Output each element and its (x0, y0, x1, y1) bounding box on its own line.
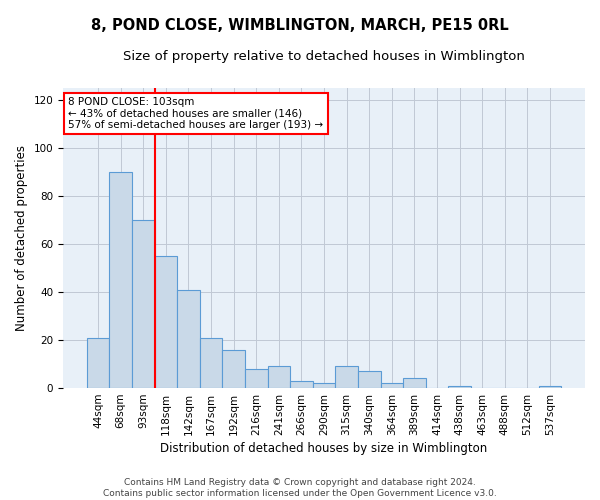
Text: Contains HM Land Registry data © Crown copyright and database right 2024.
Contai: Contains HM Land Registry data © Crown c… (103, 478, 497, 498)
Text: 8, POND CLOSE, WIMBLINGTON, MARCH, PE15 0RL: 8, POND CLOSE, WIMBLINGTON, MARCH, PE15 … (91, 18, 509, 32)
Bar (200, 338, 223, 388)
Bar (132, 220, 155, 388)
Bar (313, 384, 335, 388)
X-axis label: Distribution of detached houses by size in Wimblington: Distribution of detached houses by size … (160, 442, 488, 455)
Bar (268, 366, 290, 388)
Bar (109, 172, 132, 388)
Bar (223, 350, 245, 388)
Bar (177, 290, 200, 388)
Bar (155, 256, 177, 388)
Bar (245, 369, 268, 388)
Y-axis label: Number of detached properties: Number of detached properties (15, 145, 28, 331)
Bar (403, 378, 425, 388)
Bar (290, 381, 313, 388)
Bar (539, 386, 561, 388)
Bar (448, 386, 471, 388)
Bar (380, 384, 403, 388)
Bar (335, 366, 358, 388)
Text: 8 POND CLOSE: 103sqm
← 43% of detached houses are smaller (146)
57% of semi-deta: 8 POND CLOSE: 103sqm ← 43% of detached h… (68, 97, 323, 130)
Title: Size of property relative to detached houses in Wimblington: Size of property relative to detached ho… (123, 50, 525, 63)
Bar (358, 372, 380, 388)
Bar (87, 338, 109, 388)
